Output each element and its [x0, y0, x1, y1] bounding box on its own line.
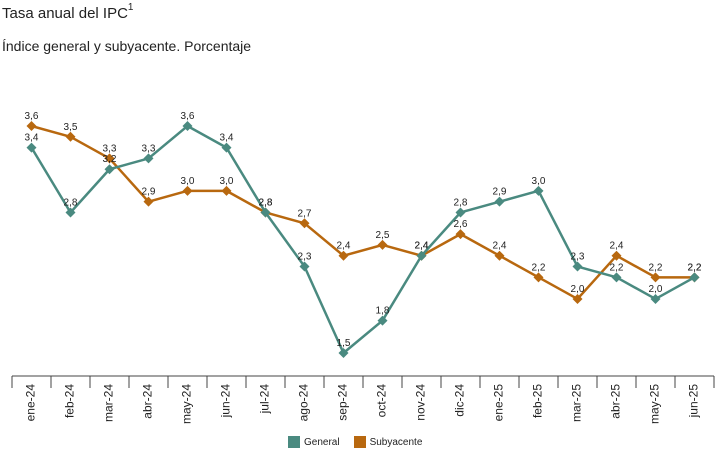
- x-tick-label: ene-24: [24, 384, 38, 422]
- data-point-general: [143, 153, 154, 164]
- data-label: 3,6: [181, 111, 195, 122]
- data-label: 3,2: [103, 154, 117, 165]
- data-label: 2,6: [454, 219, 468, 230]
- legend-item-subyacente: Subyacente: [353, 436, 423, 448]
- series-line-subyacente: [31, 124, 695, 301]
- x-tick-label: feb-24: [63, 384, 77, 418]
- data-label: 2,9: [493, 187, 507, 198]
- data-point-subyacente: [338, 250, 349, 261]
- data-label: 2,0: [571, 284, 585, 295]
- data-point-subyacente: [533, 272, 544, 283]
- x-tick-label: nov-24: [414, 384, 428, 421]
- data-label: 3,0: [220, 176, 234, 187]
- data-label: 3,0: [181, 176, 195, 187]
- data-point-subyacente: [377, 239, 388, 250]
- x-tick-label: ago-24: [297, 384, 311, 422]
- x-tick-label: abr-25: [609, 384, 623, 419]
- data-point-subyacente: [143, 196, 154, 207]
- data-point-general: [260, 207, 271, 218]
- data-label: 2,8: [64, 197, 78, 208]
- data-label: 2,4: [415, 241, 429, 252]
- data-point-subyacente: [299, 218, 310, 229]
- x-tick-label: feb-25: [531, 384, 545, 418]
- chart-subtitle: Índice general y subyacente. Porcentaje: [2, 38, 252, 54]
- data-label: 2,8: [259, 197, 273, 208]
- data-point-general: [611, 272, 622, 283]
- data-point-general: [494, 196, 505, 207]
- data-point-subyacente: [221, 185, 232, 196]
- data-point-general: [104, 164, 115, 175]
- x-tick-label: oct-24: [375, 384, 389, 418]
- legend: General Subyacente: [288, 436, 436, 448]
- data-point-general: [689, 272, 700, 283]
- x-tick-label: dic-24: [453, 384, 467, 417]
- x-tick-label: abr-24: [141, 384, 155, 419]
- x-tick-label: may-24: [180, 384, 194, 424]
- data-point-general: [221, 142, 232, 153]
- data-point-subyacente: [650, 272, 661, 283]
- data-point-subyacente: [182, 185, 193, 196]
- data-point-subyacente: [611, 250, 622, 261]
- data-point-subyacente: [26, 121, 37, 131]
- data-point-general: [533, 185, 544, 196]
- data-point-subyacente: [455, 229, 466, 240]
- data-point-general: [572, 261, 583, 272]
- data-label: 3,3: [142, 143, 156, 154]
- data-point-general: [65, 207, 76, 218]
- data-label: 2,3: [298, 252, 312, 263]
- data-point-general: [26, 142, 37, 153]
- data-label: 3,4: [25, 133, 39, 144]
- x-tick-label: may-25: [648, 384, 662, 424]
- data-point-general: [650, 293, 661, 304]
- data-label: 3,4: [220, 133, 234, 144]
- data-label: 2,2: [610, 262, 624, 273]
- data-label: 2,4: [493, 241, 507, 252]
- data-label: 2,3: [571, 252, 585, 263]
- data-point-subyacente: [104, 153, 115, 164]
- x-tick-label: mar-24: [102, 384, 116, 422]
- x-tick-label: jul-24: [258, 384, 272, 415]
- data-point-general: [455, 207, 466, 218]
- data-label: 2,9: [142, 187, 156, 198]
- legend-item-general: General: [288, 436, 340, 448]
- data-label: 2,2: [649, 262, 663, 273]
- x-tick-label: jun-24: [219, 384, 233, 419]
- data-label: 2,2: [688, 262, 702, 273]
- data-label: 2,2: [688, 262, 702, 273]
- data-point-general: [299, 261, 310, 272]
- series-line-general: [30, 124, 696, 355]
- data-point-subyacente: [65, 131, 76, 142]
- data-label: 1,5: [337, 338, 351, 349]
- data-label: 2,4: [337, 241, 351, 252]
- chart-title: Tasa anual del IPC1: [2, 2, 134, 22]
- data-label: 3,0: [532, 176, 546, 187]
- x-tick-label: ene-25: [492, 384, 506, 422]
- data-point-general: [338, 348, 349, 358]
- legend-swatch-general: [288, 436, 300, 448]
- legend-label-subyacente: Subyacente: [369, 436, 423, 448]
- data-point-general: [182, 121, 193, 131]
- legend-swatch-subyacente: [353, 436, 366, 448]
- data-point-subyacente: [572, 293, 583, 304]
- x-tick-label: jun-25: [687, 384, 701, 419]
- data-label: 2,4: [415, 241, 429, 252]
- data-label: 2,2: [532, 262, 546, 273]
- data-label: 3,3: [103, 143, 117, 154]
- data-point-general: [416, 250, 427, 261]
- data-label: 3,6: [25, 111, 39, 122]
- legend-label-general: General: [304, 436, 340, 448]
- data-label: 3,5: [64, 122, 78, 133]
- data-point-subyacente: [494, 250, 505, 261]
- data-label: 2,8: [259, 197, 273, 208]
- data-label: 2,0: [649, 284, 663, 295]
- data-label: 2,5: [376, 230, 390, 241]
- x-tick-label: mar-25: [570, 384, 584, 422]
- x-tick-label: sep-24: [336, 384, 350, 421]
- data-point-general: [377, 315, 388, 326]
- data-label: 2,4: [610, 241, 624, 252]
- data-label: 1,8: [376, 306, 390, 317]
- data-label: 2,7: [298, 208, 312, 219]
- data-label: 2,8: [454, 197, 468, 208]
